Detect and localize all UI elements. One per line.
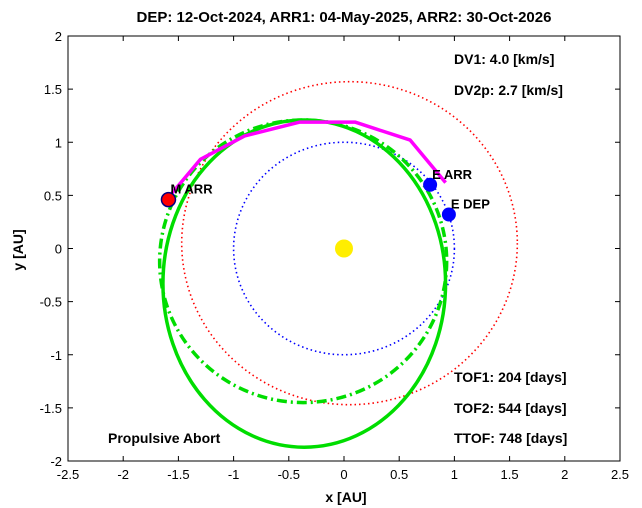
y-axis-label: y [AU] [10, 229, 26, 270]
x-tick-label: 0 [340, 467, 347, 482]
mode-annotation: Propulsive Abort [108, 430, 221, 446]
y-tick-label: 2 [55, 29, 62, 44]
x-tick-label: 1 [451, 467, 458, 482]
sun-marker [335, 239, 353, 258]
y-tick-label: -1.5 [40, 401, 62, 416]
y-tick-label: 1 [55, 135, 62, 150]
plot-area: -2.5 -2 -1.5 -1 -0.5 0 0.5 1 1.5 2 2.5-2-1.5-1-0.5… [40, 29, 629, 482]
x-tick-label: -2.5 [57, 467, 79, 482]
earth-orbit [232, 141, 456, 356]
y-tick-label: -2 [50, 454, 62, 469]
y-tick-label: 0.5 [44, 188, 62, 203]
m-arr-marker-label: M ARR [170, 182, 213, 197]
x-tick-label: 1.5 [501, 467, 519, 482]
x-axis-label: x [AU] [325, 489, 366, 505]
transfer-orbit [157, 118, 449, 405]
y-tick-label: -1 [50, 348, 62, 363]
x-tick-label: -1.5 [167, 467, 189, 482]
x-tick-label: -2 [117, 467, 129, 482]
dv2p-annotation: DV2p: 2.7 [km/s] [454, 82, 563, 98]
y-tick-label: 1.5 [44, 82, 62, 97]
dv1-annotation: DV1: 4.0 [km/s] [454, 51, 554, 67]
outbound-arc [166, 120, 447, 200]
mars-orbit [180, 80, 519, 406]
e-dep-marker [441, 207, 456, 222]
x-tick-label: -1 [228, 467, 240, 482]
e-arr-marker-label: E ARR [432, 167, 473, 182]
chart-title: DEP: 12-Oct-2024, ARR1: 04-May-2025, ARR… [137, 9, 552, 26]
y-tick-label: -0.5 [40, 295, 62, 310]
x-tick-label: 2 [561, 467, 568, 482]
tof2-annotation: TOF2: 544 [days] [454, 400, 567, 416]
e-dep-marker-label: E DEP [451, 197, 490, 212]
m-arr-marker [160, 191, 177, 208]
e-arr-marker [423, 177, 438, 192]
x-tick-label: 0.5 [390, 467, 408, 482]
y-tick-label: 0 [55, 242, 62, 257]
x-tick-label: 2.5 [611, 467, 629, 482]
tof1-annotation: TOF1: 204 [days] [454, 369, 567, 385]
x-tick-label: -0.5 [278, 467, 300, 482]
ttof-annotation: TTOF: 748 [days] [454, 430, 567, 446]
